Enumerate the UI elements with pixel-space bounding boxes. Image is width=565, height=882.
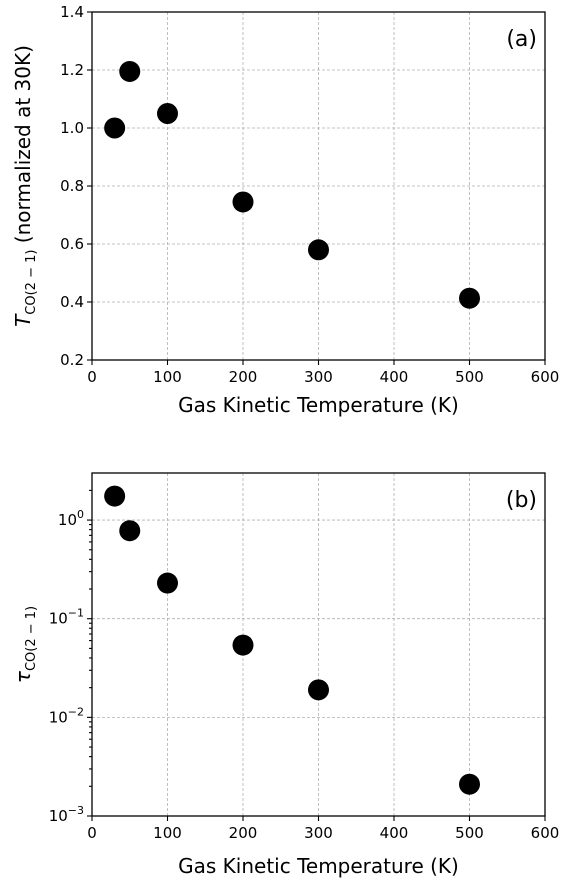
x-tick-label: 400 bbox=[380, 824, 409, 842]
x-tick-label: 100 bbox=[153, 824, 182, 842]
y-tick-label: 1.4 bbox=[60, 3, 84, 21]
y-tick-label: 0.8 bbox=[60, 177, 84, 195]
x-tick-label: 500 bbox=[455, 368, 484, 386]
plot-frame bbox=[91, 11, 546, 361]
data-point bbox=[308, 679, 329, 701]
x-tick-label: 100 bbox=[153, 368, 182, 386]
chart-panel-b: 0 100 200 300 400 500 600 10−3 10−2 10−1 100 (b) Gas… bbox=[11, 472, 560, 878]
data-point bbox=[157, 572, 178, 594]
panel-label: (a) bbox=[506, 27, 537, 52]
x-axis-label: Gas Kinetic Temperature (K) bbox=[178, 393, 459, 417]
data-point bbox=[232, 634, 254, 656]
x-axis-label: Gas Kinetic Temperature (K) bbox=[178, 854, 459, 878]
data-point bbox=[308, 239, 329, 261]
data-point bbox=[157, 103, 178, 124]
data-point bbox=[232, 191, 254, 213]
data-point bbox=[459, 773, 480, 795]
panel-label: (b) bbox=[506, 488, 537, 513]
y-tick-label: 0.6 bbox=[60, 235, 84, 253]
x-tick-label: 600 bbox=[531, 368, 560, 386]
chart-panel-a: 0 100 200 300 400 500 600 0.2 0.4 0.6 0.8 1.0 1.2 1.4… bbox=[11, 3, 559, 417]
plot-frame bbox=[91, 472, 546, 817]
y-tick-label: 1.2 bbox=[60, 61, 84, 79]
x-tick-label: 400 bbox=[380, 368, 409, 386]
x-tick-label: 200 bbox=[229, 824, 258, 842]
x-tick-label: 500 bbox=[455, 824, 484, 842]
data-point bbox=[119, 520, 141, 542]
x-tick-label: 0 bbox=[87, 368, 97, 386]
y-tick-label: 10−3 bbox=[49, 804, 84, 825]
data-point bbox=[104, 117, 126, 139]
data-point bbox=[104, 485, 126, 507]
x-tick-label: 0 bbox=[87, 824, 97, 842]
x-tick-label: 600 bbox=[531, 824, 560, 842]
x-tick-label: 200 bbox=[229, 368, 258, 386]
data-point bbox=[119, 60, 141, 82]
y-tick-label: 0.2 bbox=[60, 351, 84, 369]
data-point bbox=[459, 287, 480, 309]
y-tick-label: 1.0 bbox=[60, 119, 84, 137]
y-tick-label: 0.4 bbox=[60, 293, 84, 311]
x-tick-label: 300 bbox=[304, 824, 333, 842]
y-tick-label: 10−2 bbox=[49, 705, 84, 726]
y-axis-label: TCO(2 − 1) (normalized at 30K) bbox=[11, 45, 39, 327]
y-tick-label: 100 bbox=[58, 508, 84, 529]
y-axis-label: τCO(2 − 1) bbox=[11, 606, 39, 683]
x-tick-label: 300 bbox=[304, 368, 333, 386]
y-tick-label: 10−1 bbox=[49, 607, 84, 628]
